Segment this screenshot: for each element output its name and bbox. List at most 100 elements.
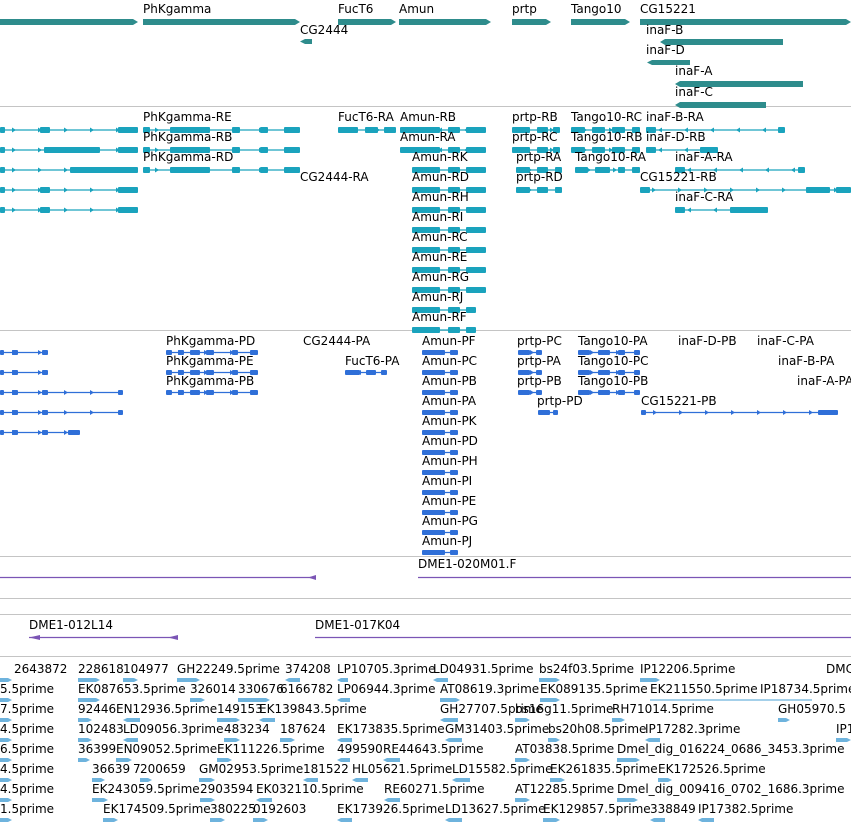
transcripts-label[interactable]: Amun-RI [412,210,463,224]
ests-label[interactable]: 380225 [210,802,256,816]
clones-2-feature[interactable] [29,635,178,640]
genes-label[interactable]: Amun [399,2,434,16]
proteins-label[interactable]: Amun-PG [422,514,478,528]
ests-label[interactable]: 499590 [337,742,383,756]
proteins-feature[interactable] [422,390,458,395]
ests-feature[interactable] [337,678,348,682]
transcripts-label[interactable]: Tango10-RB [570,130,642,144]
transcripts-feature[interactable] [143,147,300,153]
ests-label[interactable]: IP17282.3prime [645,722,740,736]
proteins-label[interactable]: prtp-PB [517,374,562,388]
proteins-feature[interactable] [0,390,123,395]
ests-feature[interactable] [645,738,660,742]
transcripts-feature[interactable] [675,167,805,173]
proteins-label[interactable]: Amun-PK [422,414,478,428]
ests-feature[interactable] [78,718,92,722]
transcripts-feature[interactable] [516,187,562,193]
transcripts-label[interactable]: Amun-RF [412,310,467,324]
genes-label[interactable]: CG2444 [300,23,348,37]
genes-label[interactable]: inaF-B [646,23,683,37]
proteins-feature[interactable] [422,470,458,475]
ests-feature[interactable] [210,818,225,822]
ests-label[interactable]: 326014 [190,682,236,696]
transcripts-feature[interactable] [412,327,476,333]
ests-feature[interactable] [650,818,665,822]
proteins-feature[interactable] [422,350,458,355]
ests-feature[interactable] [217,758,232,762]
proteins-label[interactable]: Amun-PH [422,454,478,468]
proteins-feature[interactable] [641,410,838,415]
ests-label[interactable]: RE60271.5prime [384,782,485,796]
transcripts-label[interactable]: CG2444-RA [300,170,369,184]
ests-label[interactable]: 6166782 [280,682,333,696]
proteins-feature[interactable] [166,390,258,395]
transcripts-label[interactable]: Amun-RH [412,190,469,204]
proteins-feature[interactable] [166,350,258,355]
transcripts-feature[interactable] [0,147,138,153]
proteins-feature[interactable] [422,490,458,495]
ests-label[interactable]: EK261835.5prime [550,762,658,776]
transcripts-label[interactable]: Tango10-RC [570,110,642,124]
transcripts-feature[interactable] [412,267,486,273]
ests-feature[interactable] [78,678,100,682]
ests-label[interactable]: 7.5prime [0,702,54,716]
ests-feature[interactable] [217,718,240,722]
ests-label[interactable]: IP17382.5prime [698,802,793,816]
ests-label[interactable]: EK211550.5prime [650,682,758,696]
ests-label[interactable]: 0192603 [253,802,306,816]
ests-feature[interactable] [778,718,790,722]
ests-label[interactable]: EK111226.5prime [217,742,325,756]
transcripts-feature[interactable] [646,147,718,153]
ests-label[interactable]: EK032110.5prime [256,782,364,796]
transcripts-feature[interactable] [0,127,138,133]
ests-label[interactable]: LP06944.3prime [337,682,436,696]
genes-feature[interactable] [660,39,783,45]
ests-label[interactable]: AT12285.5prime [515,782,614,796]
ests-label[interactable]: LD13627.5prime [445,802,546,816]
transcripts-feature[interactable] [143,127,300,133]
ests-label[interactable]: 92446 [78,702,116,716]
ests-label[interactable]: IP18734.5prime [760,682,851,696]
transcripts-label[interactable]: PhKgamma-RE [143,110,232,124]
genes-label[interactable]: inaF-A [675,64,713,78]
ests-feature[interactable] [0,778,12,782]
ests-label[interactable]: GH22249.5prime [177,662,280,676]
proteins-label[interactable]: inaF-D-PB [678,334,737,348]
transcripts-label[interactable]: Amun-RJ [412,290,463,304]
proteins-label[interactable]: Tango10-PA [577,334,648,348]
transcripts-label[interactable]: prtp-RA [516,150,562,164]
genes-feature[interactable] [399,19,491,25]
transcripts-feature[interactable] [646,127,785,133]
ests-feature[interactable] [452,778,470,782]
transcripts-label[interactable]: Amun-RC [412,230,468,244]
genes-feature[interactable] [512,19,551,25]
ests-label[interactable]: 2643872 [14,662,67,676]
ests-label[interactable]: Dmel_dig_016224_0686_3453.3prime [617,742,845,756]
transcripts-feature[interactable] [516,167,562,173]
ests-label[interactable]: 228618 [78,662,124,676]
ests-feature[interactable] [0,818,12,822]
ests-label[interactable]: 187624 [280,722,326,736]
ests-feature[interactable] [0,758,12,762]
ests-label[interactable]: 2903594 [200,782,253,796]
genes-label[interactable]: FucT6 [338,2,373,16]
proteins-label[interactable]: Amun-PC [422,354,477,368]
transcripts-feature[interactable] [143,167,300,173]
proteins-feature[interactable] [518,370,542,375]
proteins-label[interactable]: Amun-PI [422,474,472,488]
transcripts-feature[interactable] [412,187,486,193]
ests-label[interactable]: EK089135.5prime [540,682,648,696]
ests-feature[interactable] [515,758,530,762]
proteins-label[interactable]: Amun-PD [422,434,478,448]
ests-label[interactable]: EK174509.5prime [103,802,211,816]
ests-feature[interactable] [440,698,460,702]
ests-label[interactable]: EK087653.5prime [78,682,186,696]
ests-feature[interactable] [78,758,90,762]
proteins-label[interactable]: Amun-PB [422,374,477,388]
ests-feature[interactable] [612,718,625,722]
ests-label[interactable]: AT08619.3prime [440,682,539,696]
genes-label[interactable]: inaF-D [646,43,685,57]
track-transcripts[interactable]: PhKgamma-RE FucT6-RA Amun-RB prtp-RB Tango10… [0,110,851,333]
track-clones-1[interactable]: DME1-020M01.F [0,557,851,580]
ests-label[interactable]: 4.5prime [0,782,54,796]
